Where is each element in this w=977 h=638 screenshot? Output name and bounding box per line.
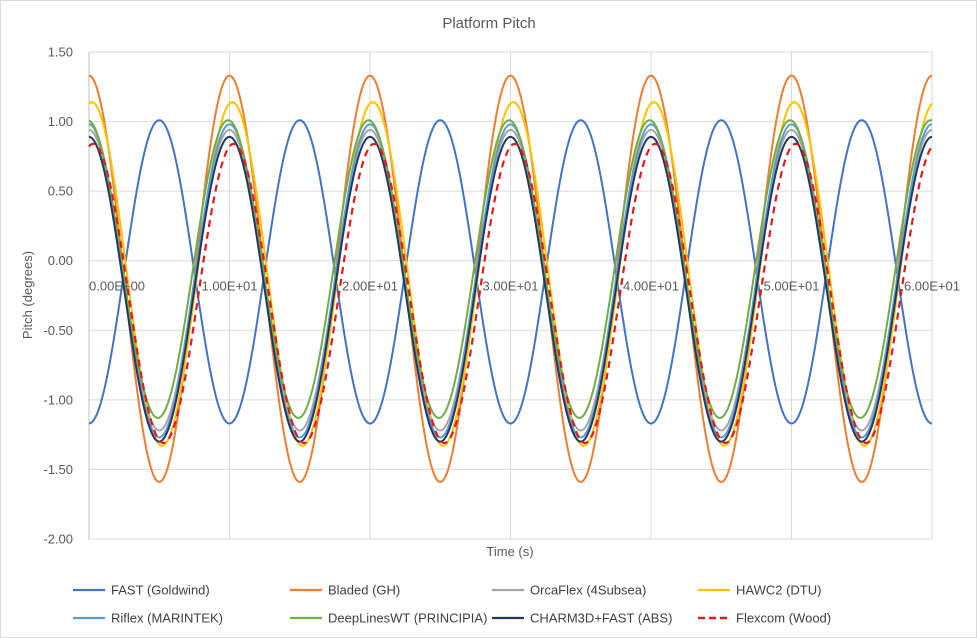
x-tick-label-2: 2.00E+01 — [342, 279, 398, 294]
x-tick-label-3: 3.00E+01 — [482, 279, 538, 294]
legend-label-5: DeepLinesWT (PRINCIPIA) — [328, 611, 487, 626]
series-line-1 — [88, 74, 933, 483]
y-tick-label-1: 1.00 — [48, 114, 73, 129]
series-line-3 — [88, 101, 933, 447]
series-line-6 — [88, 135, 933, 443]
legend-label-4: Riflex (MARINTEK) — [111, 611, 223, 626]
y-tick-label-2: 0.50 — [48, 184, 73, 199]
legend-label-1: Bladed (GH) — [328, 583, 400, 598]
y-tick-label-7: -2.00 — [43, 532, 73, 547]
x-tick-label-6: 6.00E+01 — [904, 279, 960, 294]
series-layer — [88, 74, 933, 483]
y-tick-label-6: -1.50 — [43, 462, 73, 477]
y-axis-label: Pitch (degrees) — [20, 251, 35, 339]
chart-title: Platform Pitch — [442, 15, 535, 32]
legend-label-0: FAST (Goldwind) — [111, 583, 210, 598]
series-line-0 — [88, 119, 933, 425]
x-tick-label-5: 5.00E+01 — [763, 279, 819, 294]
y-tick-label-4: -0.50 — [43, 323, 73, 338]
legend-label-3: HAWC2 (DTU) — [736, 583, 821, 598]
x-axis-label: Time (s) — [486, 544, 533, 559]
y-tick-label-3: 0.00 — [48, 253, 73, 268]
legend-label-2: OrcaFlex (4Subsea) — [530, 583, 646, 598]
x-tick-label-4: 4.00E+01 — [623, 279, 679, 294]
series-line-2 — [88, 128, 933, 432]
legend-label-7: Flexcom (Wood) — [736, 611, 831, 626]
legend: FAST (Goldwind) Bladed (GH) OrcaFlex (4Sub… — [73, 583, 831, 626]
y-tick-label-5: -1.00 — [43, 392, 73, 407]
series-line-5 — [88, 119, 933, 419]
series-line-4 — [88, 123, 933, 439]
tick-labels: 1.50 1.00 0.50 0.00 -0.50 -1.00 -1.50 -2.00 0.00… — [43, 45, 960, 547]
y-tick-label-0: 1.50 — [48, 45, 73, 60]
x-tick-label-1: 1.00E+01 — [201, 279, 257, 294]
legend-label-6: CHARM3D+FAST (ABS) — [530, 611, 672, 626]
x-tick-label-0: 0.00E+00 — [89, 279, 145, 294]
